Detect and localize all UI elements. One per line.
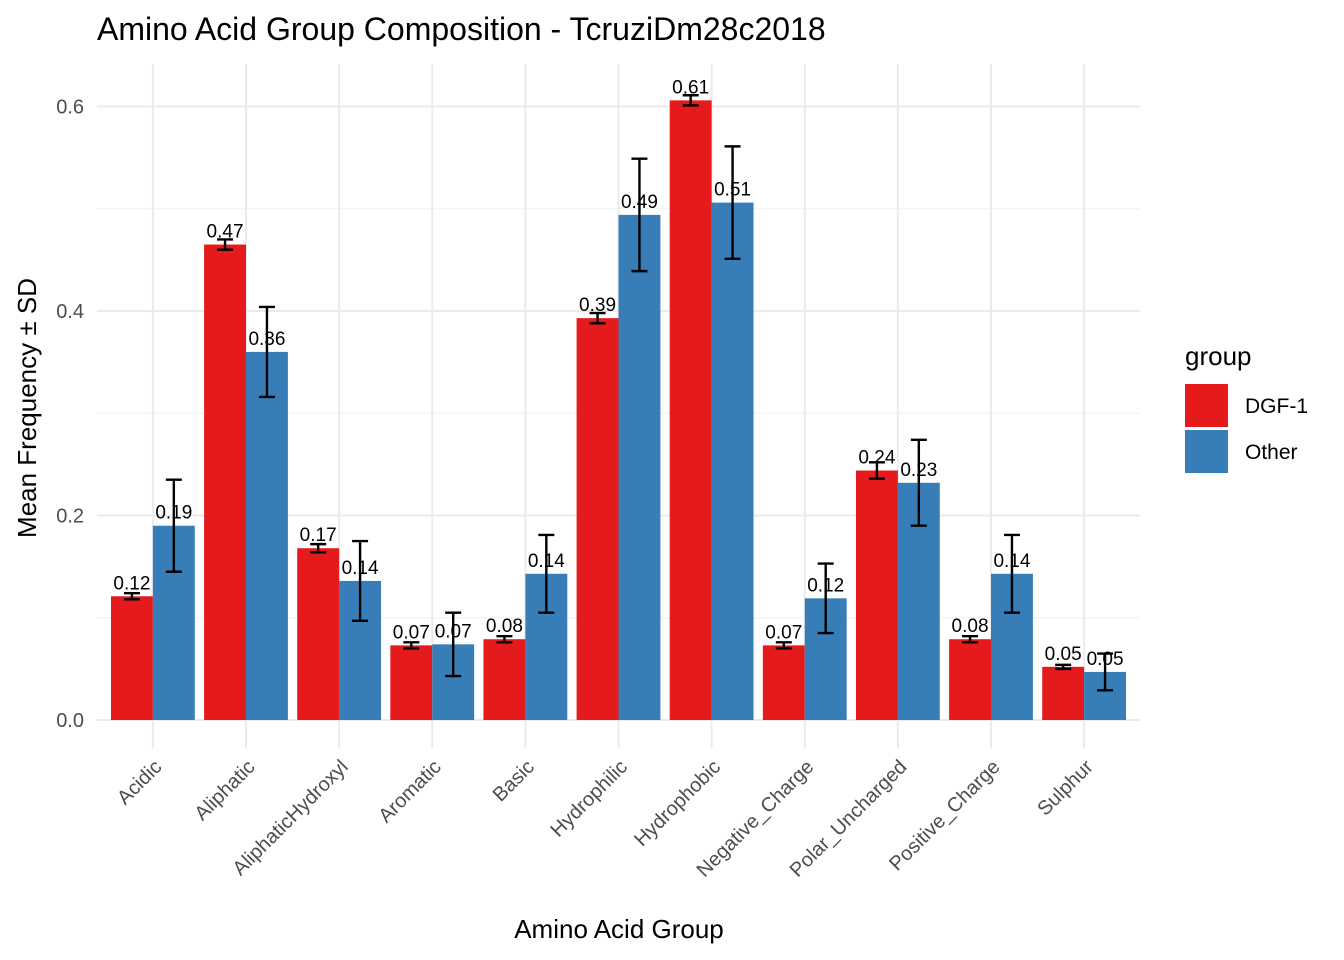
data-label: 0.12 <box>807 575 844 596</box>
legend-label: Other <box>1245 441 1298 464</box>
bar <box>711 202 754 721</box>
y-tick-label: 0.0 <box>56 710 84 732</box>
data-label: 0.36 <box>248 329 285 350</box>
y-axis: 0.0 0.2 0.4 0.6 <box>56 97 84 733</box>
bar <box>762 645 805 720</box>
bar <box>576 318 619 720</box>
data-label: 0.07 <box>765 622 802 643</box>
error-bar <box>1055 663 1072 671</box>
data-label: 0.61 <box>672 77 709 98</box>
bar <box>1042 666 1085 720</box>
bar <box>949 639 991 720</box>
data-label: 0.14 <box>342 558 379 579</box>
data-label: 0.05 <box>1045 644 1082 665</box>
legend-key <box>1185 430 1228 473</box>
error-bars <box>123 94 1114 692</box>
bar <box>618 214 661 720</box>
data-labels: 0.12 0.47 0.17 0.07 0.08 0.39 0.61 0.07 0.24 0.08… <box>113 77 1123 670</box>
error-bar <box>445 611 462 678</box>
error-bar <box>310 542 327 554</box>
error-bar <box>724 145 741 261</box>
x-tick-label: Aliphatic <box>191 756 260 825</box>
error-bar <box>868 461 885 480</box>
bar <box>110 596 153 720</box>
x-axis-title: Amino Acid Group <box>514 914 724 944</box>
data-label: 0.14 <box>528 551 565 572</box>
error-bar <box>165 478 182 573</box>
legend-title: group <box>1185 341 1252 371</box>
data-label: 0.24 <box>858 448 895 469</box>
error-bar <box>1097 652 1114 692</box>
bar <box>483 639 526 720</box>
legend-key <box>1185 384 1228 427</box>
x-tick-label: Aromatic <box>374 756 445 827</box>
data-label: 0.49 <box>621 192 658 213</box>
error-bar <box>1003 533 1020 614</box>
x-tick-label: Basic <box>489 756 539 806</box>
x-tick-label: Acidic <box>113 756 166 809</box>
data-label: 0.23 <box>900 460 937 481</box>
bar <box>855 470 898 720</box>
error-bar <box>775 641 792 650</box>
data-label: 0.05 <box>1087 649 1124 670</box>
bars <box>110 100 1127 721</box>
legend-label: DGF-1 <box>1245 395 1308 418</box>
x-tick-label: Hydrophilic <box>547 756 633 842</box>
error-bar <box>682 94 699 107</box>
error-bar <box>123 592 140 601</box>
error-bar <box>258 305 275 399</box>
error-bar <box>962 634 979 644</box>
bar <box>204 244 246 720</box>
error-bar <box>217 238 234 251</box>
error-bar <box>538 533 555 614</box>
data-label: 0.07 <box>393 622 430 643</box>
data-label: 0.39 <box>579 295 616 316</box>
data-label: 0.51 <box>714 180 751 201</box>
error-bar <box>910 438 927 527</box>
y-tick-label: 0.2 <box>56 506 84 528</box>
chart-title: Amino Acid Group Composition - TcruziDm2… <box>97 11 826 47</box>
bar <box>669 100 712 721</box>
bar <box>390 645 433 720</box>
data-label: 0.12 <box>113 573 150 594</box>
error-bar <box>496 634 513 644</box>
data-label: 0.19 <box>155 503 192 524</box>
data-label: 0.47 <box>207 222 244 243</box>
data-label: 0.14 <box>993 551 1030 572</box>
y-tick-label: 0.6 <box>56 97 84 119</box>
data-label: 0.17 <box>300 525 337 546</box>
bar <box>297 548 340 720</box>
error-bar <box>631 157 648 273</box>
bar <box>246 351 288 720</box>
x-tick-label: Sulphur <box>1033 756 1098 821</box>
error-bar <box>352 539 369 623</box>
data-label: 0.07 <box>435 621 472 642</box>
data-label: 0.08 <box>952 616 989 637</box>
error-bar <box>403 641 420 650</box>
error-bar <box>589 311 606 325</box>
x-tick-label: Hydrophobic <box>630 756 725 851</box>
y-tick-label: 0.4 <box>56 301 84 323</box>
error-bar <box>817 562 834 635</box>
data-label: 0.08 <box>486 616 523 637</box>
legend: group DGF-1 Other <box>1185 341 1308 473</box>
y-axis-title: Mean Frequency ± SD <box>12 278 42 538</box>
